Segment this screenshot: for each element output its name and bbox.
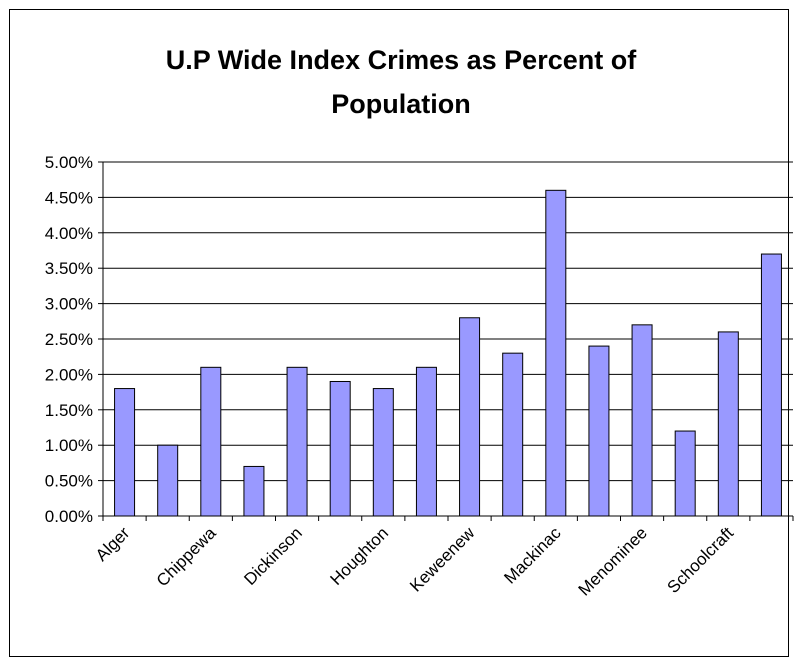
category-label: Menominee bbox=[575, 523, 651, 599]
bar bbox=[114, 388, 136, 517]
bar bbox=[631, 324, 653, 517]
y-tick-label: 5.00% bbox=[45, 153, 93, 172]
bar bbox=[243, 465, 265, 517]
category-label: Alger bbox=[92, 523, 134, 565]
y-tick-label: 2.50% bbox=[45, 330, 93, 349]
y-tick-label: 4.00% bbox=[45, 224, 93, 243]
chart-title-line-2: Population bbox=[331, 89, 471, 119]
category-label: Chippewa bbox=[153, 523, 220, 590]
bar bbox=[588, 345, 610, 517]
y-tick-label: 1.50% bbox=[45, 401, 93, 420]
chart-title: U.P Wide Index Crimes as Percent of Popu… bbox=[0, 38, 802, 126]
bar bbox=[674, 430, 696, 517]
y-tick-label: 0.00% bbox=[45, 507, 93, 526]
category-label: Schoolcraft bbox=[664, 523, 738, 597]
chart-title-line-1: U.P Wide Index Crimes as Percent of bbox=[165, 45, 637, 75]
category-label: Keweenew bbox=[406, 523, 479, 596]
bar bbox=[286, 366, 308, 517]
category-label: Dickinson bbox=[240, 523, 306, 589]
bar bbox=[415, 366, 437, 517]
bar bbox=[545, 189, 567, 517]
y-tick-label: 3.50% bbox=[45, 259, 93, 278]
bar bbox=[459, 317, 481, 517]
y-tick-label: 4.50% bbox=[45, 188, 93, 207]
bar bbox=[157, 444, 179, 517]
category-label: Houghton bbox=[327, 523, 393, 589]
y-tick-label: 1.00% bbox=[45, 436, 93, 455]
bar bbox=[502, 352, 524, 517]
bar bbox=[200, 366, 222, 517]
bar bbox=[717, 331, 739, 517]
y-tick-label: 3.00% bbox=[45, 295, 93, 314]
y-tick-label: 0.50% bbox=[45, 472, 93, 491]
bar bbox=[329, 380, 351, 517]
y-tick-label: 2.00% bbox=[45, 365, 93, 384]
chart-frame bbox=[9, 9, 789, 657]
bar bbox=[760, 253, 782, 517]
bar bbox=[372, 388, 394, 517]
category-label: Mackinac bbox=[500, 523, 565, 588]
